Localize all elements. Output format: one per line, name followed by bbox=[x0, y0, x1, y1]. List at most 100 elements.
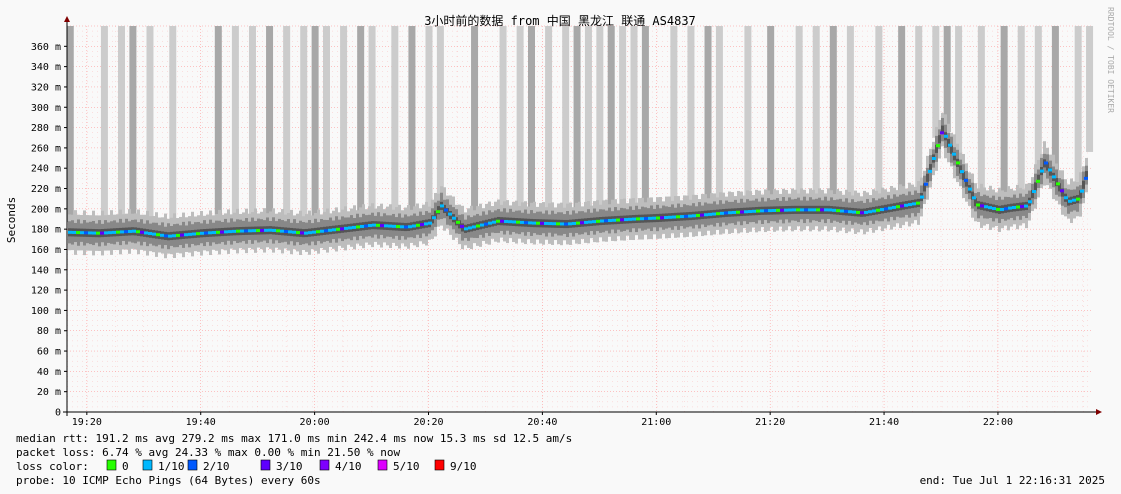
median-segment bbox=[728, 211, 732, 215]
median-segment bbox=[680, 215, 684, 219]
median-segment bbox=[664, 216, 668, 220]
median-segment bbox=[92, 231, 96, 235]
median-segment bbox=[572, 221, 576, 225]
median-segment bbox=[732, 210, 736, 214]
loss-spike bbox=[214, 26, 222, 223]
median-segment bbox=[404, 225, 408, 229]
packet-loss-stats: packet loss: 6.74 % avg 24.33 % max 0.00… bbox=[16, 446, 400, 459]
y-tick-label: 260 m bbox=[31, 143, 61, 154]
median-segment bbox=[132, 229, 136, 233]
median-segment bbox=[152, 232, 156, 236]
loss-spike bbox=[795, 26, 803, 200]
median-segment bbox=[192, 232, 196, 236]
loss-spike bbox=[562, 26, 570, 214]
median-segment bbox=[288, 230, 292, 234]
median-segment bbox=[480, 223, 484, 227]
median-segment bbox=[504, 219, 508, 223]
median-segment bbox=[928, 169, 932, 173]
median-segment bbox=[1000, 207, 1004, 211]
median-segment bbox=[912, 202, 916, 206]
loss-spike bbox=[670, 26, 678, 207]
median-segment bbox=[68, 230, 72, 234]
median-segment bbox=[628, 217, 632, 221]
median-segment bbox=[748, 210, 752, 214]
loss-spike bbox=[169, 26, 177, 226]
median-segment bbox=[652, 216, 656, 220]
loss-spike bbox=[1000, 26, 1008, 199]
median-segment bbox=[200, 231, 204, 235]
median-segment bbox=[620, 218, 624, 222]
loss-spike bbox=[932, 26, 940, 138]
y-tick-label: 220 m bbox=[31, 184, 61, 195]
median-segment bbox=[700, 213, 704, 217]
median-segment bbox=[660, 216, 664, 220]
smoke-inner bbox=[446, 207, 449, 217]
median-segment bbox=[608, 219, 612, 223]
axes bbox=[63, 16, 1102, 416]
loss-spike bbox=[584, 26, 592, 212]
median-segment bbox=[108, 231, 112, 235]
median-segment bbox=[1080, 189, 1084, 193]
median-segment bbox=[432, 216, 436, 220]
loss-color-label-item: 2/10 bbox=[203, 460, 230, 473]
loss-spike bbox=[875, 26, 883, 200]
smoke-inner bbox=[935, 144, 938, 153]
median-segment bbox=[668, 215, 672, 219]
median-segment bbox=[876, 208, 880, 212]
median-segment bbox=[980, 204, 984, 208]
median-segment bbox=[408, 225, 412, 229]
median-segment bbox=[832, 208, 836, 212]
loss-spike bbox=[955, 26, 963, 158]
smoke-inner bbox=[1034, 182, 1037, 191]
median-segment bbox=[740, 210, 744, 214]
median-segment bbox=[484, 222, 488, 226]
median-segment bbox=[1056, 182, 1060, 186]
loss-spike bbox=[408, 26, 416, 216]
median-segment bbox=[148, 232, 152, 236]
median-segment bbox=[420, 223, 424, 227]
median-segment bbox=[1028, 200, 1032, 204]
loss-color-label-item: 5/10 bbox=[393, 460, 420, 473]
median-segment bbox=[632, 217, 636, 221]
median-segment bbox=[1076, 197, 1080, 201]
loss-spike bbox=[545, 26, 553, 214]
smoke-inner bbox=[1031, 190, 1034, 199]
smoke-inner bbox=[1037, 174, 1040, 183]
median-segment bbox=[812, 208, 816, 212]
median-segment bbox=[760, 209, 764, 213]
end-time: end: Tue Jul 1 22:16:31 2025 bbox=[920, 474, 1105, 487]
median-segment bbox=[364, 224, 368, 228]
x-tick-label: 21:40 bbox=[869, 417, 899, 428]
y-tick-label: 240 m bbox=[31, 164, 61, 175]
median-segment bbox=[856, 210, 860, 214]
smoke-inner bbox=[965, 178, 968, 187]
median-segment bbox=[960, 170, 964, 174]
median-segment bbox=[104, 231, 108, 235]
median-segment bbox=[720, 211, 724, 215]
loss-color-label-item: 3/10 bbox=[276, 460, 303, 473]
loss-color-legend: 0 1/10 2/10 3/10 4/10 5/10 9/10 bbox=[106, 459, 477, 473]
median-segment bbox=[536, 221, 540, 225]
median-segment bbox=[524, 221, 528, 225]
loss-spike bbox=[687, 26, 695, 206]
median-segment bbox=[600, 219, 604, 223]
median-segment bbox=[944, 134, 948, 138]
median-segment bbox=[444, 208, 448, 212]
median-segment bbox=[472, 225, 476, 229]
median-segment bbox=[972, 196, 976, 200]
loss-spike bbox=[641, 26, 649, 209]
median-segment bbox=[1048, 168, 1052, 172]
median-segment bbox=[924, 182, 928, 186]
median-segment bbox=[308, 231, 312, 235]
median-segment bbox=[1068, 199, 1072, 203]
median-segment bbox=[964, 178, 968, 182]
median-segment bbox=[736, 210, 740, 214]
median-segment bbox=[252, 229, 256, 233]
median-segment bbox=[836, 209, 840, 213]
y-tick-label: 20 m bbox=[37, 387, 61, 398]
median-segment bbox=[176, 233, 180, 237]
median-segment bbox=[828, 208, 832, 212]
y-tick-label: 320 m bbox=[31, 82, 61, 93]
median-segment bbox=[84, 231, 88, 235]
median-segment bbox=[336, 227, 340, 231]
